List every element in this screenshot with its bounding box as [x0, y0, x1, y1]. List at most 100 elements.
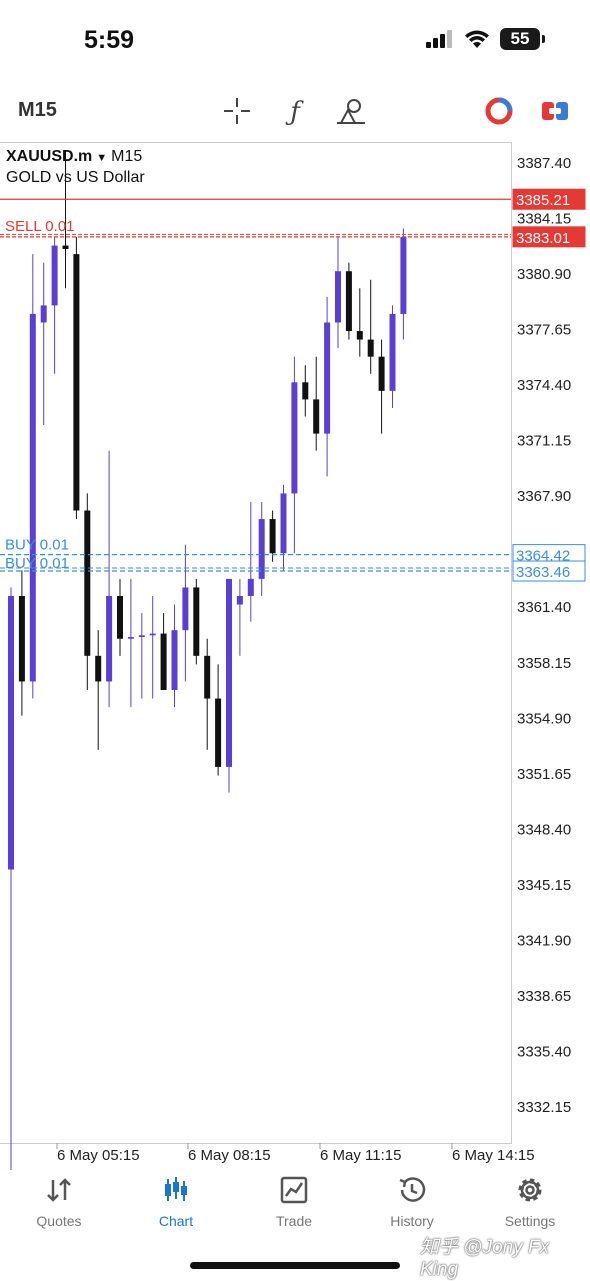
candle-body	[378, 356, 385, 391]
candle-body	[400, 237, 407, 314]
candle-body	[247, 578, 254, 596]
candle-body	[51, 245, 58, 306]
symbol-name: XAUUSD.m	[6, 148, 93, 165]
status-icons: 55	[426, 28, 545, 50]
buy-price-label: 3363.46	[516, 564, 570, 581]
candle-body	[291, 382, 298, 494]
y-tick-label: 3361.40	[517, 599, 571, 616]
tab-label: Chart	[158, 1213, 194, 1229]
history-icon	[399, 1177, 426, 1202]
dropdown-caret-icon: ▼	[96, 152, 108, 164]
candle-body	[106, 595, 113, 682]
buy-order-label: BUY 0.01	[5, 537, 69, 554]
buy-price-label-box	[512, 560, 586, 582]
candle-body	[389, 313, 396, 391]
quotes-icon	[47, 1178, 71, 1202]
candle-body	[127, 637, 134, 639]
watermark: 知乎 @Jony Fx King	[420, 1237, 550, 1280]
one-click-trading-icon[interactable]	[482, 94, 516, 128]
candle-body	[335, 271, 341, 323]
y-tick-label: 3387.40	[517, 155, 571, 172]
chart-toolbar: M15 ƒ	[0, 80, 590, 142]
tab-chart[interactable]: Chart	[131, 1174, 221, 1229]
sell-price-label: 3383.01	[516, 230, 570, 247]
y-tick-label: 3338.65	[517, 988, 571, 1005]
tab-label: Quotes	[36, 1213, 82, 1229]
trade-panel-icon[interactable]	[538, 94, 572, 128]
candle-body	[356, 331, 363, 340]
candle-body	[236, 595, 243, 605]
y-tick-label: 3384.15	[517, 210, 571, 227]
home-indicator[interactable]	[190, 1262, 400, 1269]
y-tick-label: 3367.90	[517, 488, 571, 505]
candle-body	[149, 633, 156, 636]
x-tick-label: 6 May 08:15	[188, 1147, 271, 1164]
y-tick-label: 3332.15	[517, 1099, 571, 1116]
crosshair-icon[interactable]	[220, 94, 254, 128]
candle-body	[171, 630, 178, 691]
x-tick-label: 6 May 05:15	[57, 1147, 140, 1164]
symbol-timeframe: M15	[111, 148, 143, 165]
candle-body	[280, 493, 287, 554]
candle-body	[215, 698, 222, 767]
candle-body	[160, 633, 167, 691]
chart-area[interactable]	[0, 142, 512, 1144]
y-tick-label: 3358.15	[517, 655, 571, 672]
y-tick-label: 3335.40	[517, 1044, 571, 1061]
candle-body	[204, 655, 211, 699]
candle-body	[18, 595, 25, 682]
candle-body	[367, 339, 374, 357]
x-tick-label: 6 May 11:15	[320, 1147, 401, 1164]
candle-body	[117, 595, 123, 639]
candle-body	[138, 635, 145, 638]
y-tick-label: 3351.65	[517, 766, 571, 783]
candle-body	[84, 510, 91, 656]
tab-label: Settings	[504, 1213, 556, 1229]
chart-icon	[165, 1177, 187, 1201]
candle-body	[302, 382, 309, 400]
price-label-red-box	[512, 188, 586, 210]
tab-settings[interactable]: Settings	[485, 1174, 575, 1229]
tab-trade[interactable]: Trade	[249, 1174, 339, 1229]
y-tick-label: 3354.90	[517, 710, 571, 727]
timeframe-selector[interactable]: M15	[18, 99, 57, 121]
buy-order-label: BUY 0.01	[5, 555, 69, 572]
objects-icon[interactable]	[334, 94, 368, 128]
y-tick-label: 3341.90	[517, 933, 571, 950]
settings-icon	[518, 1178, 542, 1202]
symbol-header[interactable]: XAUUSD.m ▼ M15	[6, 148, 142, 166]
signal-icon	[426, 30, 452, 48]
trade-icon	[280, 1176, 308, 1204]
candle-body	[62, 245, 69, 249]
y-tick-label: 3345.15	[517, 877, 571, 894]
sell-price-label-box	[512, 226, 586, 248]
candle-body	[226, 578, 232, 767]
symbol-description: GOLD vs US Dollar	[6, 169, 145, 186]
sell-order-label: SELL 0.01	[5, 218, 75, 235]
x-tick-label: 6 May 14:15	[452, 1147, 535, 1164]
y-tick-label: 3374.40	[517, 377, 571, 394]
price-label-red: 3385.21	[516, 192, 570, 209]
y-tick-label: 3377.65	[517, 321, 571, 338]
tab-history[interactable]: History	[367, 1174, 457, 1229]
candle-body	[345, 271, 352, 332]
indicators-icon[interactable]: ƒ	[278, 94, 312, 128]
tab-label: Trade	[275, 1213, 313, 1229]
tab-label: History	[390, 1213, 434, 1229]
candle-body	[313, 399, 320, 434]
candle-body	[95, 655, 102, 682]
candle-body	[258, 519, 265, 579]
wifi-icon	[465, 30, 489, 48]
battery-icon: 55	[500, 28, 545, 50]
status-bar: 5:59 55	[0, 0, 590, 80]
candle-body	[40, 305, 47, 323]
candle-body	[8, 595, 14, 870]
y-tick-label: 3348.40	[517, 821, 571, 838]
buy-price-label: 3364.42	[516, 548, 570, 565]
tab-quotes[interactable]: Quotes	[14, 1174, 104, 1229]
price-chart[interactable]: 3387.40 3384.15 3380.90 3377.65 3374.40 3371.…	[0, 0, 590, 1170]
candle-body	[324, 322, 331, 434]
candle-body	[269, 519, 276, 554]
candle-body	[29, 313, 36, 682]
candle-body	[182, 587, 189, 631]
